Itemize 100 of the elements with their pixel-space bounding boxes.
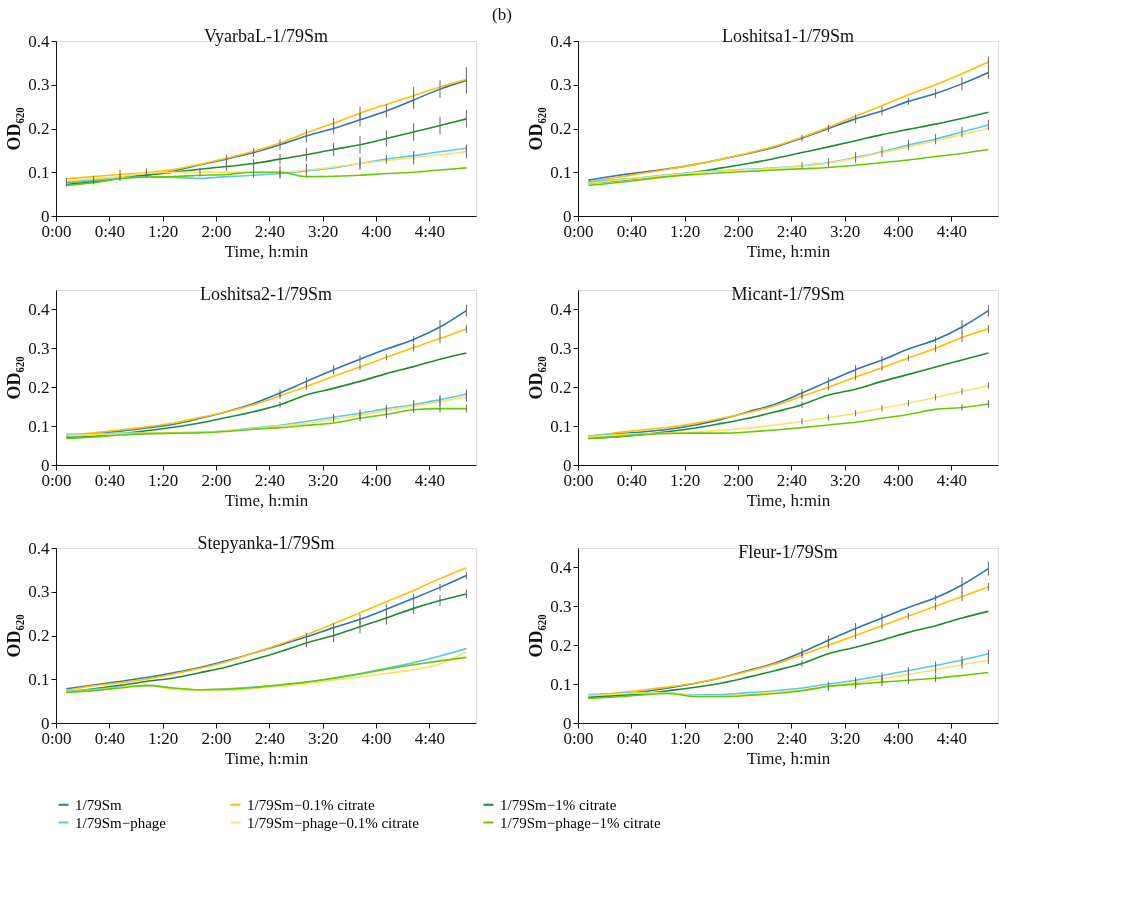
y-axis-title: OD₆₂₀	[4, 107, 25, 151]
x-axis-title: Time, h:min	[746, 490, 831, 510]
x-tick-label: 4:40	[414, 728, 445, 748]
x-tick-label: 3:20	[308, 470, 339, 490]
x-tick-label: 4:40	[936, 221, 967, 241]
line-series	[587, 384, 990, 438]
y-tick-label: 0.3	[550, 338, 572, 358]
x-tick-label: 3:20	[308, 728, 339, 748]
x-tick-label: 4:40	[936, 728, 967, 748]
y-tick-label: 0.1	[550, 162, 572, 182]
y-tick-label: 0.1	[550, 674, 572, 694]
line-series	[587, 403, 990, 440]
x-tick-label: 1:20	[148, 221, 179, 241]
x-tick-label: 4:40	[414, 221, 445, 241]
y-tick-label: 0.1	[550, 416, 572, 436]
x-tick-label: 2:40	[776, 470, 807, 490]
x-tick-label: 4:40	[414, 470, 445, 490]
x-axis-title: Time, h:min	[224, 490, 309, 510]
y-tick-label: 0.2	[550, 635, 572, 655]
y-tick-label: 0.4	[550, 299, 572, 319]
y-tick-label: 0.2	[550, 119, 572, 138]
y-tick-label: 0.3	[550, 75, 572, 95]
x-tick-label: 3:20	[830, 221, 861, 241]
y-tick-label: 0.3	[550, 596, 572, 616]
text: (b)	[491, 4, 512, 24]
x-tick-label: 0:40	[616, 728, 647, 748]
x-tick-label: 2:40	[254, 221, 285, 241]
line-series	[65, 352, 468, 439]
x-tick-label: 3:20	[830, 470, 861, 490]
y-tick-label: 0.2	[28, 377, 50, 397]
chart-title: Loshitsa1-1/79Sm	[721, 26, 855, 46]
line-series	[587, 659, 990, 697]
line-series	[587, 148, 990, 187]
x-tick-label: 4:00	[883, 470, 914, 490]
y-tick-label: 0.4	[28, 299, 50, 319]
x-tick-label: 4:00	[883, 728, 914, 748]
legend-label: 1/79Sm−0.1% citrate	[247, 796, 375, 813]
x-tick-label: 2:40	[254, 728, 285, 748]
x-tick-label: 1:20	[670, 728, 701, 748]
line-series	[65, 118, 468, 186]
x-tick-label: 2:00	[201, 221, 232, 241]
y-tick-label: 0.2	[550, 377, 572, 397]
y-axis-title: OD₆₂₀	[526, 107, 547, 151]
x-tick-label: 2:40	[254, 470, 285, 490]
x-tick-label: 1:20	[670, 221, 701, 241]
y-tick-label: 0.3	[28, 338, 50, 358]
x-tick-label: 2:00	[723, 221, 754, 241]
y-tick-label: 0.2	[28, 626, 50, 645]
x-tick-label: 4:00	[361, 470, 392, 490]
x-tick-label: 2:40	[776, 221, 807, 241]
x-tick-label: 3:20	[308, 221, 339, 241]
x-tick-label: 4:40	[936, 470, 967, 490]
x-tick-label: 0:40	[616, 470, 647, 490]
y-tick-label: 0.2	[28, 119, 50, 138]
x-tick-label: 1:20	[148, 728, 179, 748]
x-tick-label: 2:00	[723, 728, 754, 748]
line-series	[65, 407, 468, 440]
x-tick-label: 0:40	[94, 728, 125, 748]
y-axis-title: OD₆₂₀	[4, 356, 25, 400]
y-tick-label: 0.4	[28, 31, 50, 51]
line-series	[587, 671, 990, 700]
y-axis-title: OD₆₂₀	[526, 614, 547, 658]
legend-label: 1/79Sm−1% citrate	[500, 796, 617, 813]
line-series	[65, 309, 468, 437]
legend-label: 1/79Sm−phage	[75, 814, 167, 831]
line-series	[65, 167, 468, 187]
x-tick-label: 0:40	[616, 221, 647, 241]
x-tick-label: 2:00	[201, 470, 232, 490]
x-tick-label: 4:00	[883, 221, 914, 241]
chart-title: Fleur-1/79Sm	[738, 542, 838, 562]
x-tick-label: 1:20	[148, 470, 179, 490]
x-tick-label: 2:00	[201, 728, 232, 748]
y-tick-label: 0.4	[28, 538, 50, 558]
x-tick-label: 4:00	[361, 221, 392, 241]
x-tick-label: 3:20	[830, 728, 861, 748]
chart-title: VyarbaL-1/79Sm	[204, 26, 328, 46]
x-axis-title: Time, h:min	[224, 748, 309, 768]
legend-label: 1/79Sm	[75, 796, 123, 813]
chart-title: Stepyanka-1/79Sm	[197, 533, 335, 553]
x-tick-label: 2:40	[776, 728, 807, 748]
x-axis-title: Time, h:min	[746, 241, 831, 261]
legend-label: 1/79Sm−phage−1% citrate	[500, 814, 661, 831]
x-tick-label: 0:40	[94, 221, 125, 241]
y-axis-title: OD₆₂₀	[526, 356, 547, 400]
y-tick-label: 0.3	[28, 75, 50, 95]
chart-title: Loshitsa2-1/79Sm	[199, 284, 333, 304]
y-tick-label: 0.4	[550, 31, 572, 51]
x-tick-label: 0:40	[94, 470, 125, 490]
y-tick-label: 0.1	[28, 669, 50, 689]
y-axis-title: OD₆₂₀	[4, 614, 25, 658]
x-tick-label: 4:00	[361, 728, 392, 748]
y-tick-label: 0.3	[28, 582, 50, 602]
x-tick-label: 1:20	[670, 470, 701, 490]
legend-label: 1/79Sm−phage−0.1% citrate	[247, 814, 420, 831]
y-tick-label: 0.1	[28, 416, 50, 436]
y-tick-label: 0.4	[550, 557, 572, 577]
x-axis-title: Time, h:min	[746, 748, 831, 768]
chart-title: Micant-1/79Sm	[731, 284, 845, 304]
y-tick-label: 0.1	[28, 162, 50, 182]
x-axis-title: Time, h:min	[224, 241, 309, 261]
